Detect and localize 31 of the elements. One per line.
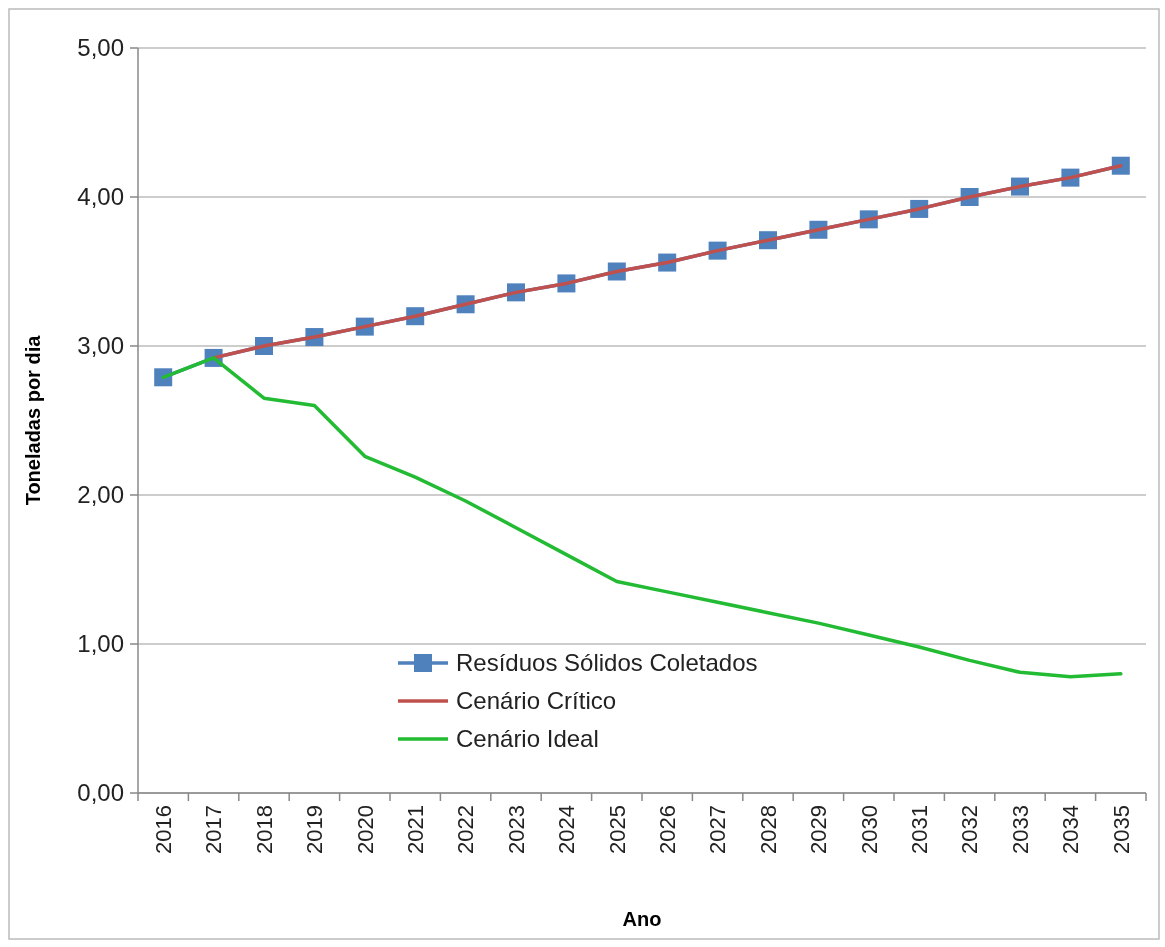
- x-tick-label: 2016: [150, 805, 176, 854]
- x-tick-label: 2025: [604, 805, 630, 854]
- y-tick-label: 3,00: [77, 332, 124, 360]
- y-tick-label: 0,00: [77, 779, 124, 807]
- x-tick-label: 2021: [402, 805, 428, 854]
- y-tick-label: 4,00: [77, 183, 124, 211]
- x-axis-title: Ano: [622, 908, 662, 930]
- x-tick-label: 2023: [503, 805, 529, 854]
- x-tick-label: 2035: [1108, 805, 1134, 854]
- y-tick-label: 2,00: [77, 481, 124, 509]
- x-tick-label: 2027: [705, 805, 731, 854]
- y-axis-title: Toneladas por dia: [22, 334, 44, 506]
- x-tick-label: 2032: [957, 805, 983, 854]
- x-tick-label: 2017: [201, 805, 227, 854]
- x-tick-label: 2022: [453, 805, 479, 854]
- legend-label: Cenário Ideal: [456, 725, 599, 753]
- x-tick-label: 2018: [251, 805, 277, 854]
- x-tick-label: 2028: [755, 805, 781, 854]
- x-tick-label: 2030: [856, 805, 882, 854]
- x-tick-label: 2020: [352, 805, 378, 854]
- x-tick-label: 2031: [906, 805, 932, 854]
- x-tick-label: 2026: [654, 805, 680, 854]
- legend-label: Resíduos Sólidos Coletados: [456, 649, 758, 677]
- x-tick-label: 2029: [806, 805, 832, 854]
- y-tick-label: 5,00: [77, 34, 124, 62]
- x-tick-label: 2024: [554, 805, 580, 854]
- x-tick-label: 2034: [1058, 805, 1084, 854]
- legend-label: Cenário Crítico: [456, 687, 617, 715]
- x-tick-label: 2019: [302, 805, 328, 854]
- x-tick-label: 2033: [1007, 805, 1033, 854]
- y-tick-label: 1,00: [77, 630, 124, 658]
